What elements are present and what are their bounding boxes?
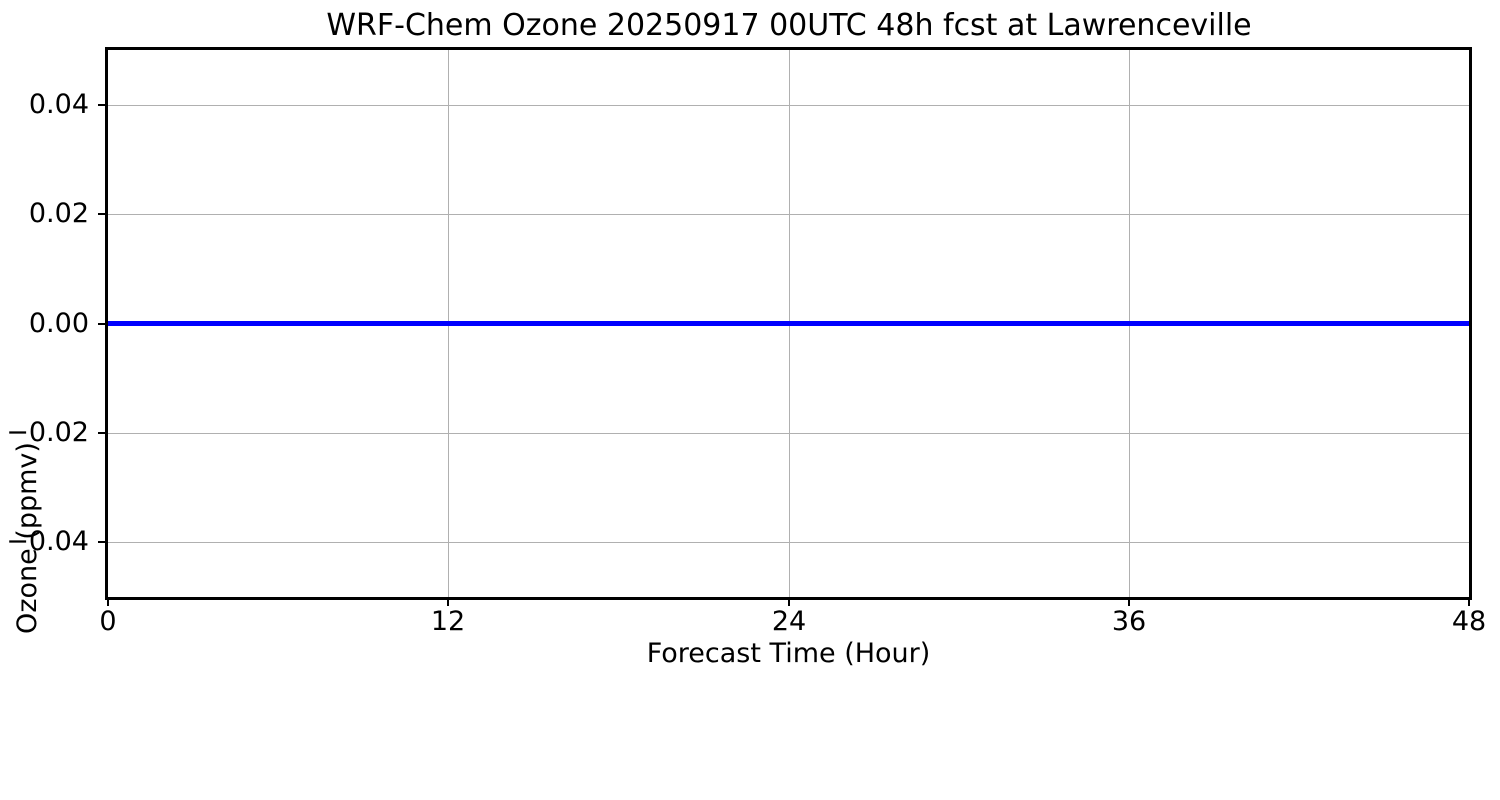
series-segment	[731, 321, 761, 326]
series-segment	[278, 321, 307, 326]
series-segment	[1015, 321, 1045, 326]
gridline-horizontal	[108, 542, 1469, 543]
chart-title: WRF-Chem Ozone 20250917 00UTC 48h fcst a…	[326, 8, 1252, 43]
gridline-horizontal	[108, 433, 1469, 434]
series-segment	[1100, 321, 1130, 326]
x-tick-label: 24	[771, 606, 807, 637]
series-segment	[249, 321, 279, 326]
series-segment	[1213, 321, 1243, 326]
series-segment	[334, 321, 364, 326]
x-tick-mark	[1128, 599, 1130, 606]
series-segment	[845, 321, 875, 326]
series-segment	[561, 321, 591, 326]
series-segment	[1157, 321, 1186, 326]
x-tick-label: 0	[99, 606, 117, 637]
series-segment	[363, 321, 393, 326]
series-segment	[760, 321, 789, 326]
series-segment	[419, 321, 449, 326]
y-tick-mark	[98, 432, 105, 434]
series-segment	[136, 321, 166, 326]
series-segment	[930, 321, 960, 326]
series-segment	[618, 321, 648, 326]
series-segment	[986, 321, 1016, 326]
x-tick-mark	[1468, 599, 1470, 606]
series-segment	[1440, 321, 1470, 326]
y-tick-mark	[98, 323, 105, 325]
series-segment	[816, 321, 846, 326]
series-segment	[1355, 321, 1385, 326]
y-tick-mark	[98, 213, 105, 215]
y-tick-label: 0.00	[28, 308, 89, 339]
plot-area	[105, 47, 1472, 600]
series-segment	[873, 321, 903, 326]
x-tick-mark	[107, 599, 109, 606]
series-segment	[1412, 321, 1442, 326]
series-segment	[901, 321, 931, 326]
series-segment	[1383, 321, 1413, 326]
y-tick-label: −0.02	[6, 417, 89, 448]
series-segment	[1043, 321, 1073, 326]
series-segment	[476, 321, 506, 326]
series-segment	[788, 321, 818, 326]
series-segment	[221, 321, 251, 326]
gridline-horizontal	[108, 105, 1469, 106]
series-segment	[646, 321, 676, 326]
x-tick-label: 48	[1451, 606, 1487, 637]
series-segment	[590, 321, 619, 326]
y-tick-label: 0.04	[28, 89, 89, 120]
x-tick-mark	[788, 599, 790, 606]
series-segment	[533, 321, 563, 326]
series-segment	[504, 321, 534, 326]
x-tick-mark	[447, 599, 449, 606]
series-segment	[1242, 321, 1271, 326]
series-segment	[958, 321, 988, 326]
y-tick-mark	[98, 541, 105, 543]
series-segment	[193, 321, 222, 326]
y-tick-mark	[98, 104, 105, 106]
series-segment	[1128, 321, 1158, 326]
series-segment	[1185, 321, 1215, 326]
series-segment	[306, 321, 336, 326]
series-segment	[1270, 321, 1300, 326]
series-segment	[1072, 321, 1101, 326]
y-tick-label: −0.04	[6, 526, 89, 557]
y-tick-label: 0.02	[28, 198, 89, 229]
x-axis-label: Forecast Time (Hour)	[646, 638, 931, 669]
x-tick-label: 12	[430, 606, 466, 637]
series-segment	[1327, 321, 1357, 326]
series-segment	[448, 321, 478, 326]
series-segment	[703, 321, 733, 326]
x-tick-label: 36	[1111, 606, 1147, 637]
series-segment	[108, 321, 137, 326]
series-segment	[675, 321, 704, 326]
gridline-horizontal	[108, 214, 1469, 215]
data-series-layer	[108, 50, 1470, 597]
series-segment	[391, 321, 421, 326]
series-segment	[1298, 321, 1328, 326]
series-segment	[164, 321, 194, 326]
